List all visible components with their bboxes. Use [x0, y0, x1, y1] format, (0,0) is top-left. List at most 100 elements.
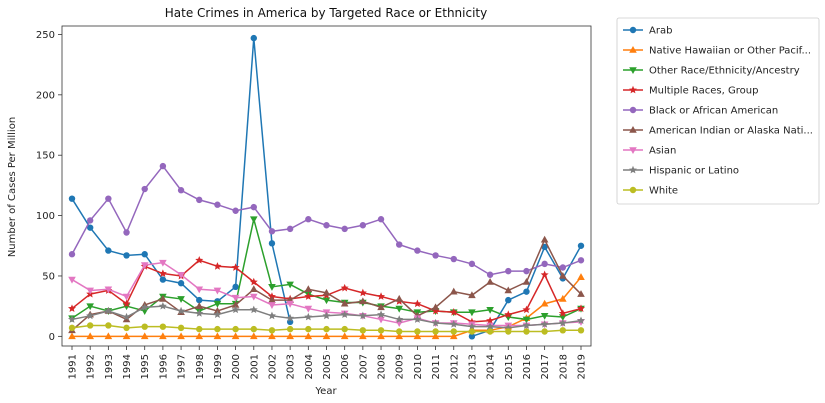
data-point	[268, 327, 276, 334]
data-point	[359, 327, 367, 334]
data-point	[395, 305, 404, 313]
data-point	[141, 323, 148, 330]
data-point	[68, 324, 76, 332]
data-point	[395, 294, 404, 302]
data-point	[523, 328, 530, 335]
x-tick-label: 2004	[304, 354, 315, 379]
data-point	[431, 318, 440, 327]
data-point	[577, 304, 585, 312]
data-point	[340, 283, 349, 292]
data-point	[558, 318, 567, 327]
x-tick-label: 2013	[467, 354, 478, 379]
data-point	[158, 301, 167, 310]
data-point	[195, 302, 204, 309]
data-point	[159, 162, 167, 170]
x-tick-label: 2002	[267, 354, 278, 379]
data-point	[341, 225, 348, 233]
legend-label: Hispanic or Latino	[649, 166, 739, 177]
x-tick-label: 2011	[431, 354, 442, 379]
x-tick-label: 2012	[449, 354, 460, 379]
data-point	[196, 325, 203, 333]
data-point	[468, 328, 476, 335]
data-point	[449, 307, 458, 316]
data-point	[68, 315, 76, 323]
data-point	[214, 325, 221, 333]
series-5	[68, 162, 585, 278]
data-point	[268, 284, 276, 291]
data-point	[395, 332, 404, 340]
data-point	[540, 299, 549, 307]
data-point	[577, 290, 585, 297]
legend-marker	[629, 106, 637, 114]
data-point	[377, 332, 385, 340]
data-point	[505, 296, 512, 304]
data-point	[304, 312, 313, 321]
data-point	[304, 292, 313, 300]
data-point	[558, 309, 567, 317]
legend-label: Asian	[649, 146, 676, 157]
data-point	[249, 293, 258, 301]
data-point	[159, 294, 167, 302]
legend-label: White	[649, 186, 678, 197]
data-point	[486, 278, 494, 285]
data-point	[213, 306, 222, 314]
data-point	[505, 328, 512, 335]
data-point	[213, 310, 222, 318]
x-tick-label: 2000	[231, 354, 242, 379]
data-point	[522, 278, 531, 285]
data-point	[140, 303, 149, 311]
data-point	[140, 332, 149, 340]
data-point	[577, 316, 585, 325]
plot-area	[61, 25, 592, 347]
data-point	[68, 332, 76, 340]
legend-marker	[629, 85, 637, 94]
data-point	[522, 321, 531, 329]
chart-title: Hate Crimes in America by Targeted Race …	[165, 6, 488, 20]
x-tick-label: 2006	[340, 354, 351, 379]
data-point	[250, 34, 257, 42]
series-9	[68, 322, 585, 335]
x-tick-label: 2001	[249, 354, 260, 379]
x-tick-label: 1995	[140, 354, 151, 379]
data-point	[414, 328, 421, 335]
data-point	[213, 332, 222, 340]
data-point	[105, 247, 112, 254]
data-point	[322, 297, 331, 305]
data-point	[231, 305, 240, 314]
data-point	[377, 327, 385, 334]
data-point	[286, 325, 294, 333]
legend: Arab Native Hawaiian or Other Pacif... Oth…	[616, 17, 820, 205]
data-point	[249, 285, 258, 293]
data-point	[249, 332, 258, 340]
data-point	[359, 332, 367, 340]
data-point	[322, 311, 331, 320]
data-point	[268, 228, 276, 235]
data-point	[304, 305, 313, 313]
data-point	[505, 267, 512, 275]
x-tick-label: 1999	[213, 354, 224, 379]
data-point	[395, 315, 404, 323]
data-point	[396, 328, 403, 335]
data-point	[377, 216, 385, 223]
data-point	[540, 320, 549, 328]
data-point	[231, 300, 240, 308]
data-point	[86, 303, 94, 311]
x-tick-label: 2005	[322, 354, 333, 379]
legend-marker	[629, 67, 637, 74]
legend-marker	[629, 165, 637, 174]
data-point	[268, 296, 276, 303]
data-point	[286, 225, 294, 233]
data-point	[468, 333, 476, 340]
data-point	[104, 286, 113, 294]
data-point	[68, 304, 76, 312]
data-point	[450, 255, 457, 263]
data-point	[468, 291, 476, 299]
y-tick-label: 250	[36, 30, 55, 41]
data-point	[486, 328, 494, 335]
data-point	[523, 288, 530, 295]
data-point	[104, 332, 113, 340]
x-tick-label: 2003	[286, 354, 297, 379]
data-point	[231, 294, 240, 302]
data-point	[268, 302, 276, 309]
